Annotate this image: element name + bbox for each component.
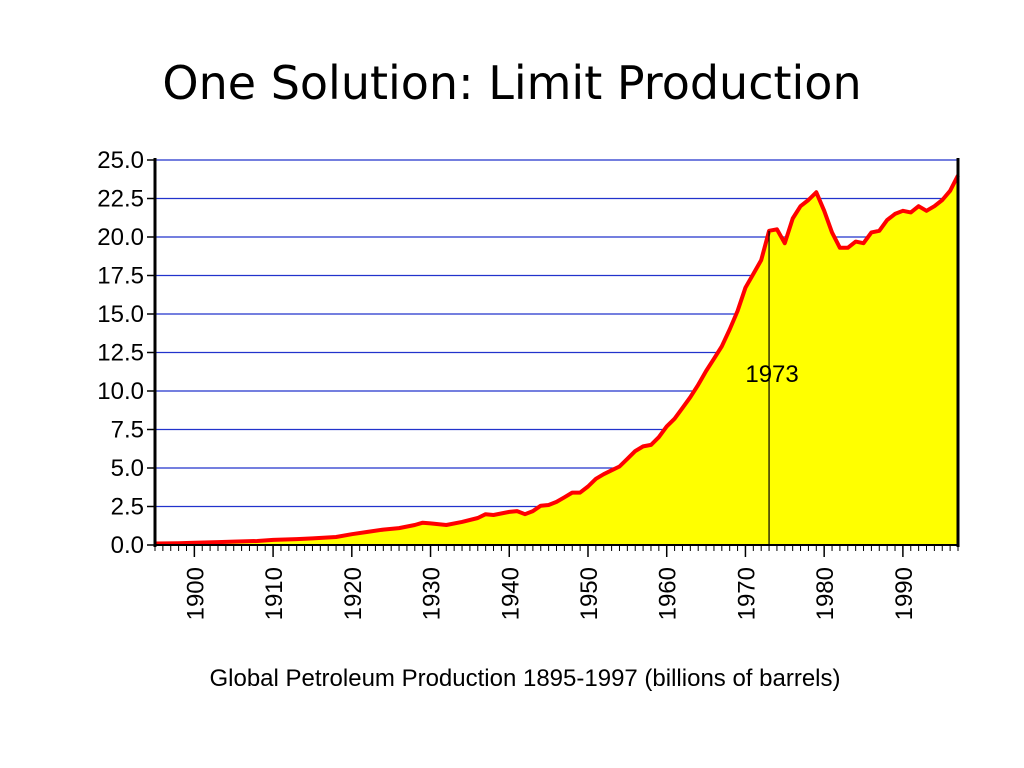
- y-tick-label: 17.5: [97, 263, 144, 290]
- production-line: [154, 174, 960, 546]
- area-layer: [154, 174, 960, 546]
- x-tick-label: 1920: [340, 567, 367, 620]
- x-tick-label: 1990: [891, 567, 918, 620]
- tick-labels: 0.0 2.5 5.0 7.5 10.0 12.5 15.0 17.5 20.0 22.5 25.0…: [97, 147, 918, 620]
- y-tick-label: 12.5: [97, 340, 144, 367]
- x-axis-title: Global Petroleum Production 1895-1997 (b…: [209, 665, 840, 692]
- y-tick-label: 25.0: [97, 147, 144, 174]
- y-tick-label: 7.5: [111, 417, 144, 444]
- x-tick-label: 1960: [655, 567, 682, 620]
- production-area: [155, 175, 958, 545]
- x-tick-label: 1980: [812, 567, 839, 620]
- y-tick-label: 15.0: [97, 301, 144, 328]
- y-tick-label: 5.0: [111, 455, 144, 482]
- annotation-label-1973: 1973: [745, 361, 798, 388]
- x-tick-label: 1950: [576, 567, 603, 620]
- x-tick-label: 1940: [497, 567, 524, 620]
- annotations: 1973: [745, 230, 799, 545]
- y-tick-label: 20.0: [97, 224, 144, 251]
- y-tick-label: 22.5: [97, 186, 144, 213]
- x-tick-label: 1910: [261, 567, 288, 620]
- slide-title: One Solution: Limit Production: [162, 56, 862, 110]
- x-tick-label: 1970: [733, 567, 760, 620]
- axes: [147, 158, 960, 557]
- y-tick-label: 10.0: [97, 378, 144, 405]
- x-tick-label: 1900: [182, 567, 209, 620]
- y-tick-label: 0.0: [111, 532, 144, 559]
- y-tick-label: 2.5: [111, 494, 144, 521]
- x-tick-label: 1930: [419, 567, 446, 620]
